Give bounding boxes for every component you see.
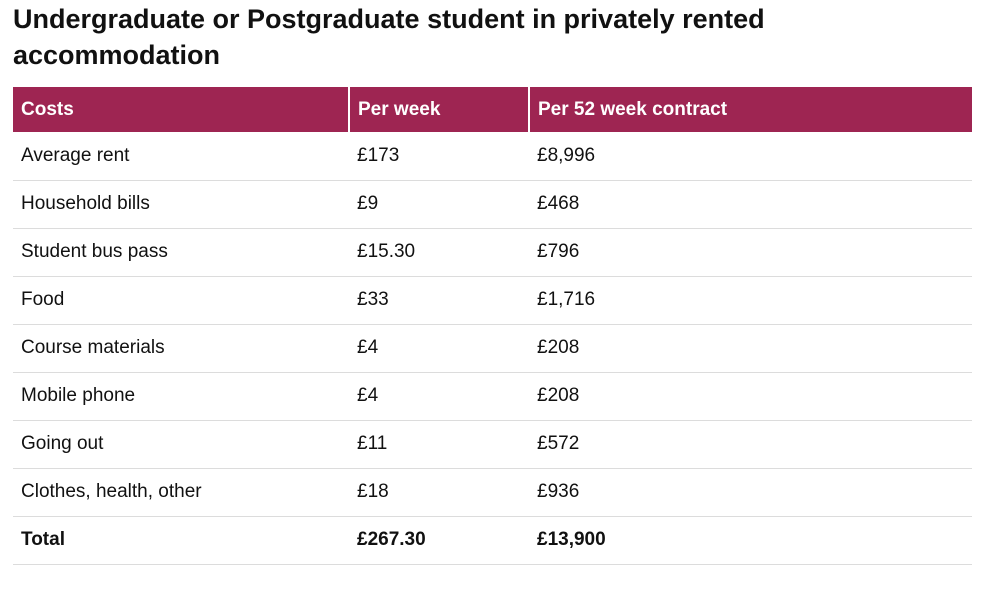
table-row: Going out £11 £572 [13, 420, 972, 469]
per-contract-cell: £796 [529, 228, 972, 277]
cost-item-cell: Household bills [13, 180, 349, 229]
total-per-week: £267.30 [349, 516, 529, 565]
table-row: Course materials £4 £208 [13, 324, 972, 373]
column-header-costs: Costs [13, 87, 349, 132]
cost-item-cell: Student bus pass [13, 228, 349, 277]
cost-item-cell: Course materials [13, 324, 349, 373]
cost-item-cell: Clothes, health, other [13, 468, 349, 517]
cost-table: Costs Per week Per 52 week contract Aver… [13, 87, 972, 565]
per-contract-cell: £208 [529, 324, 972, 373]
cost-item-cell: Food [13, 276, 349, 325]
table-row: Food £33 £1,716 [13, 276, 972, 325]
column-header-per-week: Per week [348, 87, 529, 132]
per-contract-cell: £468 [529, 180, 972, 229]
per-contract-cell: £8,996 [529, 132, 972, 181]
per-week-cell: £4 [349, 324, 529, 373]
total-per-contract: £13,900 [529, 516, 972, 565]
per-week-cell: £4 [349, 372, 529, 421]
table-row: Clothes, health, other £18 £936 [13, 468, 972, 517]
per-week-cell: £11 [349, 420, 529, 469]
per-contract-cell: £208 [529, 372, 972, 421]
per-week-cell: £9 [349, 180, 529, 229]
per-week-cell: £15.30 [349, 228, 529, 277]
total-label: Total [13, 516, 349, 565]
per-week-cell: £173 [349, 132, 529, 181]
page-title: Undergraduate or Postgraduate student in… [13, 4, 765, 70]
per-week-cell: £33 [349, 276, 529, 325]
table-row: Mobile phone £4 £208 [13, 372, 972, 421]
per-contract-cell: £572 [529, 420, 972, 469]
total-row: Total £267.30 £13,900 [13, 516, 972, 565]
per-week-cell: £18 [349, 468, 529, 517]
table-header-row: Costs Per week Per 52 week contract [13, 87, 972, 132]
cost-item-cell: Mobile phone [13, 372, 349, 421]
table-row: Household bills £9 £468 [13, 180, 972, 229]
cost-item-cell: Average rent [13, 132, 349, 181]
table-row: Student bus pass £15.30 £796 [13, 228, 972, 277]
table-row: Average rent £173 £8,996 [13, 132, 972, 181]
cost-item-cell: Going out [13, 420, 349, 469]
per-contract-cell: £1,716 [529, 276, 972, 325]
column-header-per-contract: Per 52 week contract [528, 87, 972, 132]
per-contract-cell: £936 [529, 468, 972, 517]
